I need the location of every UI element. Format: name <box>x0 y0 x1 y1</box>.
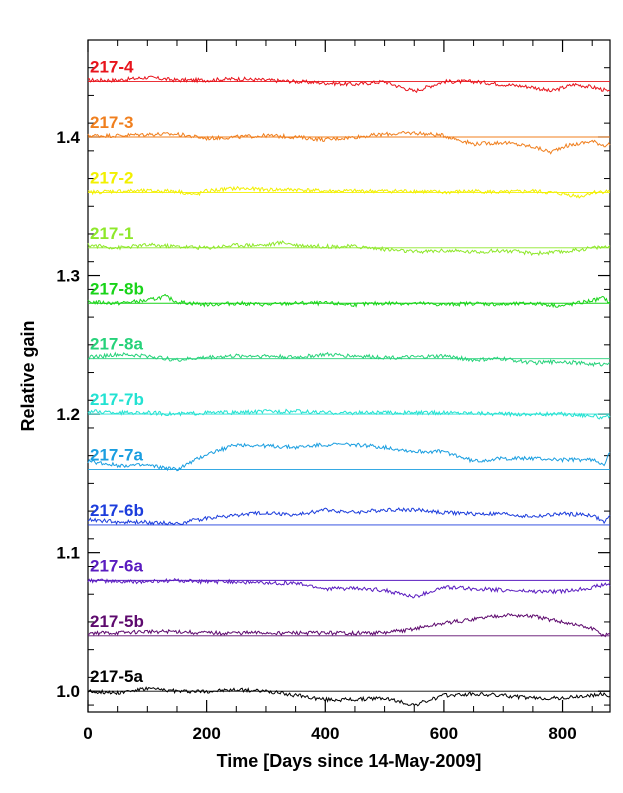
y-tick-label: 1.3 <box>56 267 80 286</box>
series-layer: 217-4 217-3 217-2 217-1 217-8b 217-8a 217-7b 21… <box>87 58 611 707</box>
plot-frame <box>87 39 611 713</box>
series-line <box>87 408 611 420</box>
series-line <box>87 442 611 472</box>
series-label: 217-5b <box>90 612 144 631</box>
series-label: 217-7b <box>90 390 144 409</box>
y-tick-label: 1.0 <box>56 682 80 701</box>
y-tick-label: 1.1 <box>56 544 80 563</box>
y-axis-title: Relative gain <box>18 320 38 431</box>
x-tick-label: 400 <box>311 724 339 743</box>
x-tick-label: 600 <box>430 724 458 743</box>
x-tick-label: 0 <box>83 724 92 743</box>
series-line <box>87 240 611 256</box>
series-label: 217-8a <box>90 335 143 354</box>
series-label: 217-5a <box>90 667 143 686</box>
series-line <box>87 185 611 199</box>
series-label: 217-1 <box>90 224 133 243</box>
series-line <box>87 293 611 309</box>
series-line <box>87 351 611 368</box>
series-line <box>87 612 610 638</box>
series-line <box>87 686 611 707</box>
series-line <box>87 577 611 599</box>
y-tick-label: 1.4 <box>56 128 80 147</box>
x-axis-title: Time [Days since 14-May-2009] <box>217 751 482 771</box>
y-tick-label: 1.2 <box>56 405 80 424</box>
series-label: 217-3 <box>90 113 133 132</box>
x-tick-label: 200 <box>192 724 220 743</box>
series-label: 217-2 <box>90 168 133 187</box>
y-axis: 1.0 1.1 1.2 1.3 1.4 <box>56 67 610 706</box>
x-tick-label: 800 <box>548 724 576 743</box>
x-axis: 0 200 400 600 800 <box>83 40 593 743</box>
series-line <box>87 130 611 155</box>
series-label: 217-4 <box>90 58 134 77</box>
series-label: 217-7a <box>90 446 143 465</box>
series-label: 217-6a <box>90 556 143 575</box>
series-label: 217-8b <box>90 279 144 298</box>
series-line <box>87 75 611 94</box>
series-label: 217-6b <box>90 501 144 520</box>
series-line <box>87 507 611 526</box>
